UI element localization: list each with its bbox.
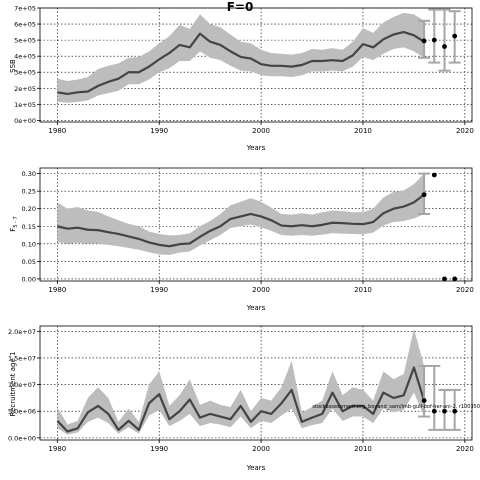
panel-recruitment: 1980 1990 2000 2010 2020 0.0e+00 5.0e+06 1.0e+0… [8,325,480,472]
forecast-point [431,37,437,43]
y-tick-label: 7e+05 [14,5,36,13]
plot-frame [39,167,473,282]
y-tick-label: 5.0e+06 [8,408,36,416]
x-tick-label: 2020 [456,445,474,453]
y-axis-label: SSB [9,59,17,73]
y-tick-label: 0.20 [22,205,36,213]
median-line [56,366,426,433]
y-tick-label: 6e+05 [14,21,36,29]
y-tick-label: 0.0e+00 [8,434,36,442]
y-tick-label: 4e+05 [14,53,36,61]
y-tick-label: 0.10 [22,240,36,248]
forecast-point [452,276,458,282]
panel-ssb: 1980 1990 2000 2010 2020 0e+00 1e+05 2e+05 3e+05… [9,5,474,153]
x-tick-label: 1990 [150,445,168,453]
median-line [57,30,425,96]
x-tick-label: 2000 [252,127,270,135]
forecast-point [452,33,458,39]
panel-fbar: 1980 1990 2000 2010 2020 0.00 0.05 0.10 0.15 0.20… [9,167,474,312]
forecast-point [421,192,427,198]
y-tick-label: 2.0e+07 [8,328,36,336]
forecast-point [452,408,458,414]
x-axis-label: Years [246,304,266,312]
forecast-point [431,172,437,178]
y-tick-label: 0.30 [22,170,36,178]
forecast-point [431,408,437,414]
y-tick-label: 0e+00 [14,117,36,125]
x-tick-label: 1980 [48,127,66,135]
plot-frame [39,325,473,441]
forecast-point [421,398,427,403]
median-line [57,193,425,248]
y-axis-label-subscript: 5 - 7 [13,216,19,227]
x-tick-label: 1980 [48,445,66,453]
y-tick-label: 0.00 [22,275,36,283]
y-tick-label: 0.15 [22,223,36,231]
y-tick-label: 5e+05 [14,37,36,45]
x-tick-label: 2010 [354,127,372,135]
x-tick-label: 2000 [252,286,270,294]
forecast-point [442,44,447,49]
x-tick-label: 2000 [252,445,270,453]
plot-frame [39,7,473,123]
x-axis-label: Years [246,144,266,152]
figure-title: F=0 [226,0,254,14]
y-tick-label: 0.25 [22,188,36,196]
y-tick-label: 1e+05 [14,101,36,109]
y-axis-label: Recruitment age 1 [9,352,17,417]
x-tick-label: 2010 [354,286,372,294]
y-tick-label: 1.5e+07 [8,354,36,362]
forecast-point [442,408,447,414]
y-tick-label: 3e+05 [14,69,36,77]
x-tick-label: 1980 [48,286,66,294]
source-annotation: stockassessment.org, boyand_sam/lmb-gulf… [312,404,480,410]
forecast-point [421,38,427,44]
x-tick-label: 1990 [150,127,168,135]
x-tick-label: 1990 [150,286,168,294]
y-tick-label: 2e+05 [14,85,36,93]
confidence-band [57,173,425,256]
y-tick-label: 1.0e+07 [8,381,36,389]
confidence-band [57,328,425,435]
x-tick-label: 2020 [456,127,474,135]
x-tick-label: 2020 [456,286,474,294]
y-axis-label: F5 - 7 [9,216,19,231]
forecast-point [442,276,447,282]
x-axis-label: Years [246,464,266,472]
y-tick-label: 0.05 [22,258,36,266]
x-tick-label: 2010 [354,445,372,453]
